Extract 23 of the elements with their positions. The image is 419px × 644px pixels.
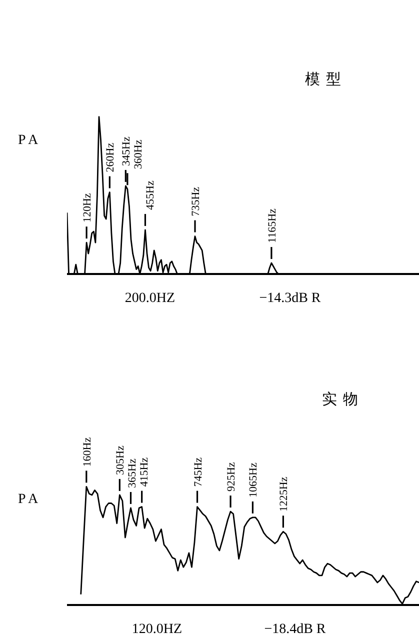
annotation: 925Hz — [226, 462, 238, 492]
text: −14.3dB R — [259, 291, 322, 306]
annotation: 745Hz — [192, 457, 204, 487]
annotation: 415Hz — [138, 457, 151, 487]
annotation: 260Hz — [104, 142, 117, 172]
chart-title: 实物 — [322, 390, 364, 409]
text: 160Hz — [81, 437, 94, 467]
x-axis-title: 120.0HZ — [132, 622, 182, 637]
annotation: 455Hz — [144, 180, 157, 210]
annotation: 345Hz — [120, 136, 133, 166]
annotation: 360Hz — [132, 140, 145, 170]
text: 305Hz — [114, 446, 127, 475]
annotation: 735Hz — [190, 186, 202, 216]
y-axis-title: P A — [18, 492, 38, 508]
annotation: 1225Hz — [278, 476, 290, 512]
annotation: 1165Hz — [266, 208, 278, 243]
y-axis-title: P A — [18, 133, 38, 149]
annotation: 120Hz — [82, 193, 94, 223]
annotation: 365Hz — [126, 458, 139, 488]
x-axis-title: 200.0HZ — [124, 291, 176, 306]
chart-title: 模型 — [305, 70, 347, 89]
annotation: 1065Hz — [248, 462, 260, 498]
text: −18.4dB R — [264, 622, 326, 637]
